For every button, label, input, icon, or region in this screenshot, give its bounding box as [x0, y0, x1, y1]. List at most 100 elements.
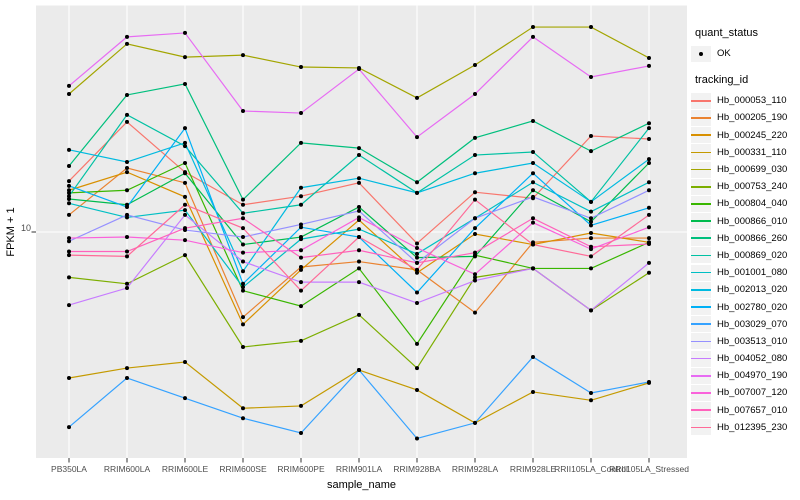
data-point	[531, 266, 535, 271]
legend-item-label: Hb_000053_110	[717, 95, 787, 107]
data-point	[531, 171, 535, 176]
data-point	[241, 406, 245, 411]
legend-line-key	[691, 419, 711, 436]
data-point	[589, 133, 593, 138]
legend-item-Hb_003513_010: Hb_003513_010	[691, 333, 799, 350]
data-point	[183, 126, 187, 131]
data-point	[67, 179, 71, 184]
data-point	[589, 266, 593, 271]
data-point	[241, 216, 245, 221]
data-point	[647, 63, 651, 68]
data-point	[357, 312, 361, 317]
data-point	[589, 398, 593, 403]
data-point	[647, 136, 651, 141]
legend-line-key	[691, 144, 711, 161]
data-point	[415, 260, 419, 265]
data-point	[183, 202, 187, 207]
data-point	[415, 290, 419, 295]
legend-item-label: Hb_000331_110	[717, 146, 787, 158]
data-point	[647, 270, 651, 275]
data-point	[67, 190, 71, 195]
legend-item-label: Hb_007007_120	[717, 387, 788, 399]
data-point	[647, 205, 651, 210]
data-point	[415, 341, 419, 346]
legend-item-Hb_004052_080: Hb_004052_080	[691, 350, 799, 367]
data-point	[357, 205, 361, 210]
data-point	[357, 266, 361, 271]
data-point	[473, 310, 477, 315]
series-color-swatch	[691, 203, 711, 205]
data-point	[125, 281, 129, 286]
data-point	[531, 354, 535, 359]
data-point	[473, 231, 477, 236]
data-point	[299, 225, 303, 230]
series-color-swatch	[691, 220, 711, 222]
data-point	[647, 260, 651, 265]
data-point	[125, 254, 129, 259]
legend-line-key	[691, 178, 711, 195]
data-point	[183, 140, 187, 145]
legend-item-label: Hb_002780_020	[717, 301, 788, 313]
data-point	[125, 170, 129, 175]
data-point	[125, 160, 129, 165]
data-point	[183, 144, 187, 149]
data-point	[183, 180, 187, 185]
data-point	[125, 235, 129, 240]
x-tick-label: RRIM600LA	[103, 464, 151, 474]
data-point	[183, 212, 187, 217]
data-point	[241, 259, 245, 264]
data-point	[241, 288, 245, 293]
legend-item-label: Hb_007657_010	[717, 404, 788, 416]
data-point	[473, 153, 477, 158]
data-point	[241, 109, 245, 114]
data-point	[357, 153, 361, 158]
data-point	[415, 245, 419, 250]
legend-entries: Hb_000053_110 Hb_000205_190 Hb_000245_220 H…	[691, 92, 799, 436]
data-point	[67, 253, 71, 258]
x-tick-label: RRII105LA_Control	[554, 464, 628, 474]
data-point	[299, 255, 303, 260]
data-point	[415, 366, 419, 371]
data-point	[473, 254, 477, 259]
x-tick-label: RRII105LA_Stressed	[609, 464, 689, 474]
data-point	[415, 190, 419, 195]
data-point	[473, 250, 477, 255]
data-point	[589, 223, 593, 228]
legend-item-label: Hb_003029_070	[717, 318, 788, 330]
data-point	[125, 92, 129, 97]
series-color-swatch	[691, 357, 711, 360]
legend-line-key	[691, 333, 711, 350]
data-point	[647, 126, 651, 131]
legend-item-Hb_007007_120: Hb_007007_120	[691, 384, 799, 401]
data-point	[67, 375, 71, 380]
data-point	[67, 83, 71, 88]
data-point	[67, 196, 71, 201]
x-tick-label: RRIM600SE	[219, 464, 267, 474]
legend-item-Hb_000205_190: Hb_000205_190	[691, 109, 799, 126]
data-point	[589, 149, 593, 154]
legend-item-label: Hb_004052_080	[717, 353, 788, 365]
series-color-swatch	[691, 168, 711, 171]
data-point	[299, 265, 303, 270]
legend-item-label: Hb_002013_020	[717, 284, 788, 296]
data-point	[357, 280, 361, 285]
data-point	[183, 160, 187, 165]
data-point	[647, 379, 651, 384]
data-point	[415, 270, 419, 275]
data-point	[415, 251, 419, 256]
data-point	[183, 208, 187, 213]
data-point	[125, 249, 129, 254]
data-point	[241, 53, 245, 58]
series-color-swatch	[691, 289, 711, 291]
data-point	[589, 254, 593, 259]
legend-line-key	[691, 316, 711, 333]
data-point	[299, 431, 303, 436]
legend-item-Hb_004970_190: Hb_004970_190	[691, 367, 799, 384]
data-point	[357, 368, 361, 373]
x-tick-label: RRIM928LA	[451, 464, 499, 474]
data-point	[183, 226, 187, 231]
legend-item-label: Hb_000866_010	[717, 215, 788, 227]
data-point	[415, 255, 419, 260]
data-point	[357, 208, 361, 213]
